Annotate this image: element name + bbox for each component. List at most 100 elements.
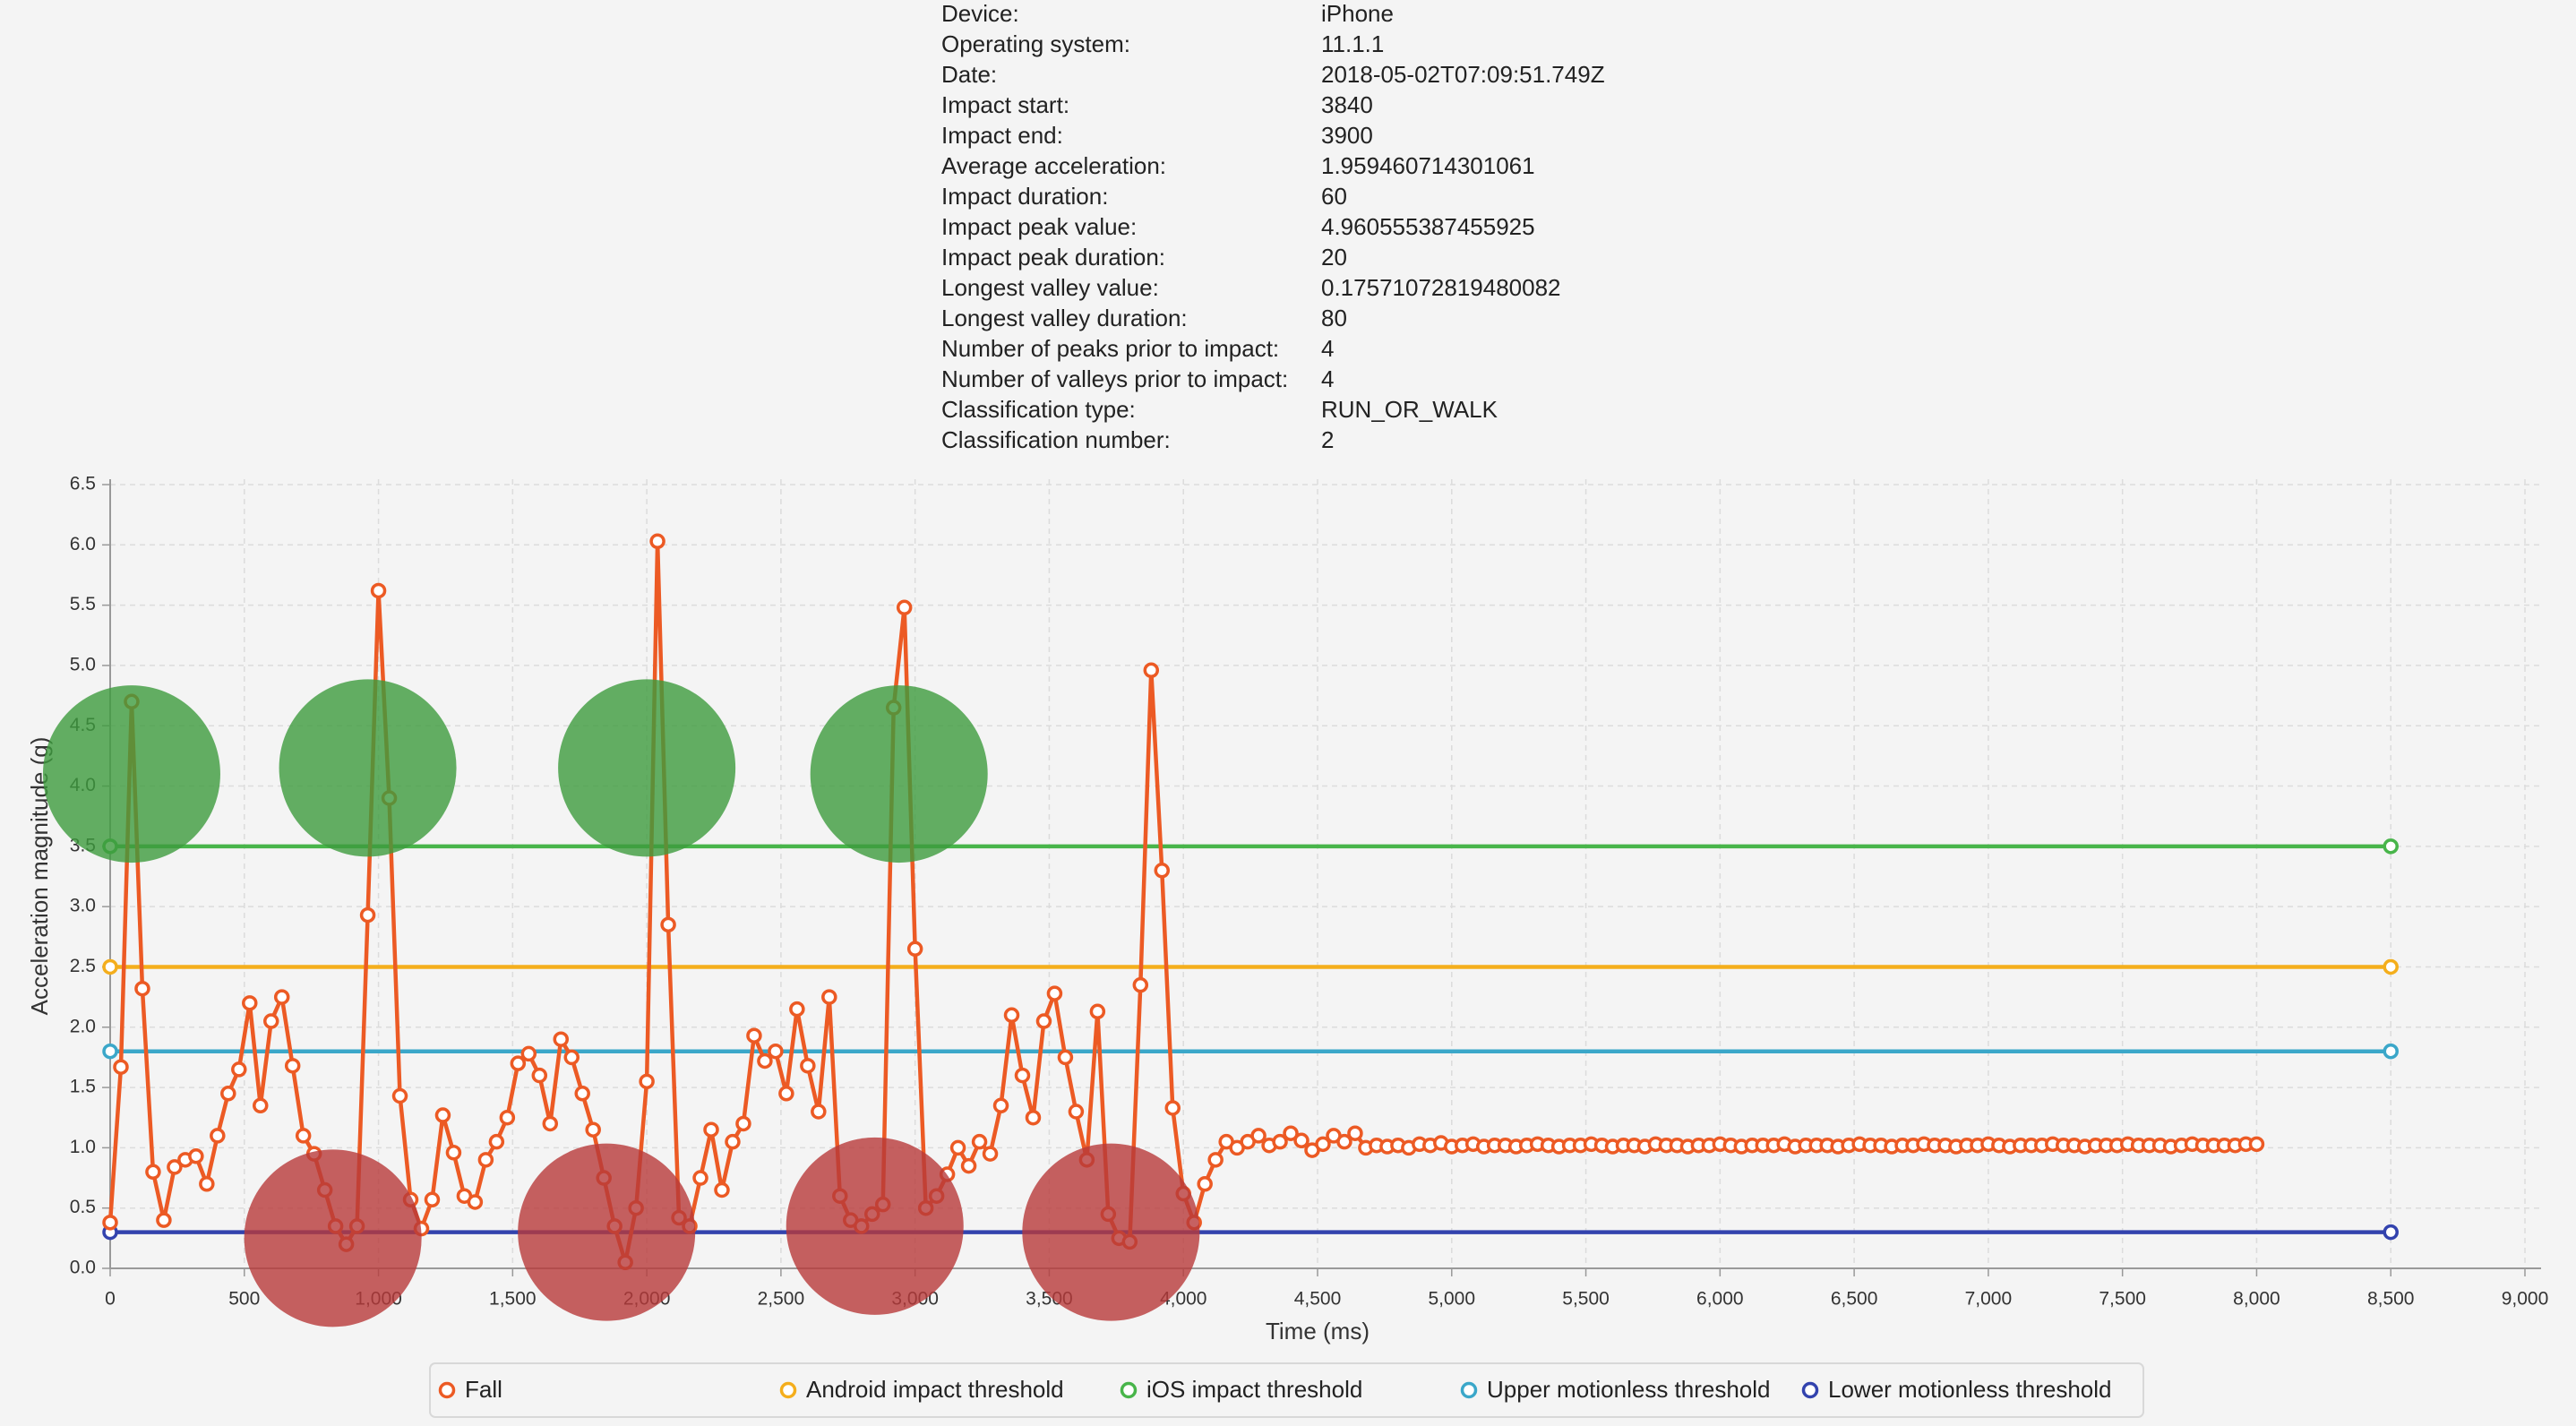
point-marker <box>800 1058 816 1074</box>
point-marker <box>949 1139 966 1156</box>
x-tick-label: 9,000 <box>2502 1289 2549 1310</box>
point-marker <box>2383 1043 2399 1060</box>
x-axis-title: Time (ms) <box>1266 1318 1370 1344</box>
point-marker <box>746 1027 762 1044</box>
info-value: 0.17571072819480082 <box>1321 274 1561 301</box>
info-label: Longest valley value: <box>941 274 1159 301</box>
legend-box <box>429 1362 2144 1418</box>
x-tick-label: 8,500 <box>2367 1289 2415 1310</box>
point-marker <box>134 980 150 997</box>
point-marker <box>467 1194 484 1210</box>
point-marker <box>531 1067 548 1084</box>
point-marker <box>199 1176 215 1192</box>
point-marker <box>585 1121 601 1138</box>
point-marker <box>574 1086 590 1102</box>
point-marker <box>273 989 290 1005</box>
point-marker <box>735 1115 751 1132</box>
point-marker <box>1046 985 1063 1001</box>
y-tick-label: 6.5 <box>70 474 96 494</box>
y-tick-label: 0.5 <box>70 1197 96 1217</box>
point-marker <box>2383 958 2399 975</box>
point-marker <box>982 1146 999 1162</box>
point-marker <box>253 1097 269 1114</box>
point-marker <box>167 1159 183 1175</box>
point-marker <box>660 916 676 933</box>
info-label: Average acceleration: <box>941 152 1166 179</box>
legend-marker <box>438 1381 456 1399</box>
point-marker <box>1336 1133 1352 1150</box>
point-marker <box>1347 1125 1363 1141</box>
point-marker <box>2383 838 2399 855</box>
info-value: 60 <box>1321 183 1347 210</box>
point-marker <box>113 1059 129 1075</box>
info-label: Number of valleys prior to impact: <box>941 365 1288 392</box>
point-marker <box>188 1148 204 1164</box>
info-value: RUN_OR_WALK <box>1321 396 1498 423</box>
info-label: Classification number: <box>941 426 1171 453</box>
point-marker <box>1057 1049 1074 1066</box>
x-tick-label: 6,500 <box>1831 1289 1878 1310</box>
y-tick-label: 5.0 <box>70 654 96 674</box>
y-tick-label: 6.0 <box>70 534 96 554</box>
legend-marker <box>1120 1381 1138 1399</box>
point-marker <box>960 1157 977 1174</box>
point-marker <box>542 1115 559 1132</box>
point-marker <box>391 1087 408 1104</box>
info-label: Impact peak value: <box>941 213 1137 240</box>
point-marker <box>1197 1176 1213 1192</box>
point-marker <box>778 1086 794 1102</box>
point-marker <box>359 906 376 923</box>
point-marker <box>1003 1007 1020 1024</box>
point-marker <box>220 1086 236 1102</box>
y-tick-label: 0.0 <box>70 1258 96 1278</box>
point-marker <box>971 1133 988 1150</box>
point-marker <box>649 533 665 550</box>
point-marker <box>102 1043 118 1060</box>
info-label: Date: <box>941 61 997 88</box>
legend-label: Upper motionless threshold <box>1487 1376 1771 1403</box>
point-marker <box>1089 1003 1106 1020</box>
x-tick-label: 7,500 <box>2099 1289 2146 1310</box>
x-tick-label: 8,000 <box>2233 1289 2280 1310</box>
point-marker <box>789 1001 805 1018</box>
y-tick-label: 3.0 <box>70 896 96 916</box>
valley-highlight <box>244 1149 422 1327</box>
point-marker <box>725 1133 741 1150</box>
info-value: 3840 <box>1321 91 1373 118</box>
point-marker <box>639 1073 655 1090</box>
legend-label: Android impact threshold <box>806 1376 1064 1403</box>
y-tick-label: 1.0 <box>70 1137 96 1157</box>
point-marker <box>1132 976 1149 993</box>
point-marker <box>1025 1109 1042 1126</box>
point-marker <box>1315 1136 1331 1153</box>
point-marker <box>1250 1128 1267 1144</box>
point-marker <box>1014 1067 1031 1084</box>
info-value: 1.959460714301061 <box>1321 152 1535 179</box>
point-marker <box>242 995 258 1011</box>
point-marker <box>488 1133 505 1150</box>
info-value: 4.960555387455925 <box>1321 213 1535 240</box>
point-marker <box>102 1215 118 1231</box>
valley-highlight <box>786 1137 964 1315</box>
y-tick-label: 5.5 <box>70 594 96 614</box>
point-marker <box>1272 1133 1288 1150</box>
point-marker <box>714 1181 730 1198</box>
point-marker <box>1068 1104 1085 1120</box>
point-marker <box>520 1045 537 1062</box>
point-marker <box>1154 863 1171 879</box>
x-tick-label: 500 <box>228 1289 260 1310</box>
peak-highlight <box>279 679 457 857</box>
point-marker <box>563 1049 580 1066</box>
point-marker <box>1164 1100 1181 1116</box>
info-label: Impact peak duration: <box>941 244 1165 271</box>
x-tick-label: 0 <box>105 1289 116 1310</box>
info-value: 4 <box>1321 365 1334 392</box>
x-tick-label: 5,500 <box>1562 1289 1610 1310</box>
point-marker <box>477 1152 494 1168</box>
info-label: Number of peaks prior to impact: <box>941 335 1279 362</box>
x-tick-label: 1,500 <box>489 1289 537 1310</box>
x-tick-label: 4,500 <box>1294 1289 1342 1310</box>
peak-highlight <box>42 685 220 863</box>
